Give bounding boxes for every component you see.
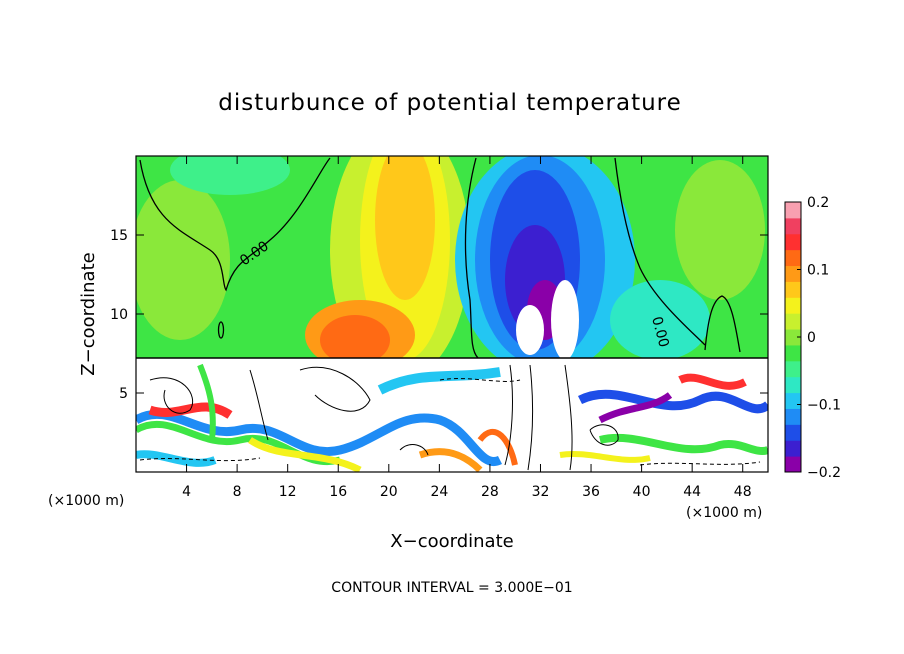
- colorbar-band: [785, 313, 801, 330]
- colorbar-band: [785, 329, 801, 346]
- turbulent-band-purple: [598, 392, 673, 424]
- x-tick-label: 32: [532, 484, 550, 500]
- y-tick-label: 15: [110, 228, 128, 244]
- x-tick-label: 16: [329, 484, 347, 500]
- warm-anomaly-core: [320, 315, 390, 365]
- colorbar-band: [785, 392, 801, 409]
- x-axis-ticks: 4 8 12 16 20 24 28 32 36 40 44 48: [182, 156, 752, 500]
- turbulent-band-blue-right: [577, 389, 768, 414]
- y-axis-ticks: 5 10 15: [110, 228, 768, 402]
- colorbar-band: [785, 202, 801, 219]
- colorbar-band: [785, 297, 801, 314]
- turbulent-band-cyan-left: [136, 450, 217, 467]
- colorbar-band: [785, 249, 801, 267]
- turbulent-band-red: [148, 402, 233, 419]
- right-green-patch: [675, 160, 765, 300]
- lower-contour-dashed-3: [639, 461, 761, 466]
- turbulent-band-green-left: [197, 363, 216, 441]
- turbulent-band-green-right: [599, 433, 768, 456]
- chart-title: disturbunce of potential temperature: [218, 90, 682, 116]
- heatmap-field: 0.00 0.00: [136, 156, 768, 472]
- top-cool-patch: [170, 156, 290, 195]
- colorbar-tick-label: 0.2: [807, 195, 829, 211]
- lower-contour-2: [299, 366, 371, 412]
- x-tick-label: 12: [279, 484, 297, 500]
- colorbar-band: [785, 376, 801, 394]
- colorbar: [785, 202, 801, 473]
- x-axis-label: X−coordinate: [390, 531, 513, 552]
- contour-lines-upper: [139, 157, 741, 359]
- turbulent-band-red-right: [678, 373, 747, 390]
- x-tick-label: 40: [633, 484, 651, 500]
- colorbar-tick-label: 0: [807, 330, 816, 346]
- colorbar-band: [785, 360, 801, 378]
- x-unit-left: (×1000 m): [48, 493, 124, 509]
- colorbar-band: [785, 408, 801, 425]
- lower-contour-4: [527, 364, 534, 471]
- x-unit-right: (×1000 m): [686, 505, 762, 521]
- turbulent-band-orange: [418, 448, 483, 472]
- lower-contour-dashed-1: [439, 378, 521, 382]
- contour-label-right: 0.00: [648, 315, 672, 349]
- turbulent-band-yellow: [248, 437, 362, 472]
- white-overflow: [551, 280, 579, 360]
- colorbar-band: [785, 233, 801, 251]
- x-tick-label: 24: [430, 484, 448, 500]
- turbulent-band-cyan: [377, 367, 501, 395]
- x-tick-label: 20: [380, 484, 398, 500]
- lower-contour-1: [149, 377, 194, 414]
- contour-loop: [217, 321, 225, 339]
- right-cyan-patch: [610, 280, 710, 360]
- x-tick-label: 28: [481, 484, 499, 500]
- y-tick-label: 10: [110, 307, 128, 323]
- colorbar-band: [785, 265, 801, 282]
- colorbar-tick-label: −0.1: [807, 398, 841, 414]
- lower-contour-7: [249, 369, 269, 441]
- lower-contour-5: [564, 364, 573, 471]
- colorbar-band: [785, 344, 801, 362]
- colorbar-band: [785, 440, 801, 457]
- x-tick-label: 44: [683, 484, 701, 500]
- contour-line-small: [704, 295, 741, 353]
- lower-contour-3: [504, 364, 513, 466]
- white-overflow-2: [516, 305, 544, 355]
- contour-lines-lower: [139, 364, 761, 471]
- colorbar-tick-label: −0.2: [807, 465, 841, 481]
- contour-line-center: [464, 157, 479, 359]
- x-tick-label: 8: [233, 484, 242, 500]
- turbulent-band-red-center: [477, 429, 518, 466]
- colorbar-band: [785, 424, 801, 441]
- colorbar-band: [785, 217, 801, 235]
- y-tick-label: 5: [119, 386, 128, 402]
- contour-interval-note: CONTOUR INTERVAL = 3.000E−01: [331, 580, 572, 596]
- colorbar-band: [785, 456, 801, 473]
- contour-line-right: [614, 157, 706, 346]
- turbulent-band-blue: [136, 409, 503, 467]
- colorbar-tick-label: 0.1: [807, 263, 829, 279]
- colorbar-band: [785, 281, 801, 298]
- turbulent-band-yellow-right: [559, 451, 651, 463]
- x-tick-label: 4: [182, 484, 191, 500]
- lower-contour-8: [399, 444, 429, 456]
- left-green-patch: [136, 180, 230, 340]
- lower-turbulent-structures: [136, 363, 768, 472]
- lower-contour-6: [589, 424, 619, 446]
- x-tick-label: 48: [734, 484, 752, 500]
- lower-contour-dashed-2: [139, 457, 261, 462]
- colorbar-ticks: 0.2 0.1 0 −0.1 −0.2: [797, 195, 841, 481]
- contour-line-left: [139, 157, 331, 292]
- warm-plume-inner: [375, 156, 435, 300]
- y-axis-label: Z−coordinate: [78, 252, 99, 375]
- x-tick-label: 36: [582, 484, 600, 500]
